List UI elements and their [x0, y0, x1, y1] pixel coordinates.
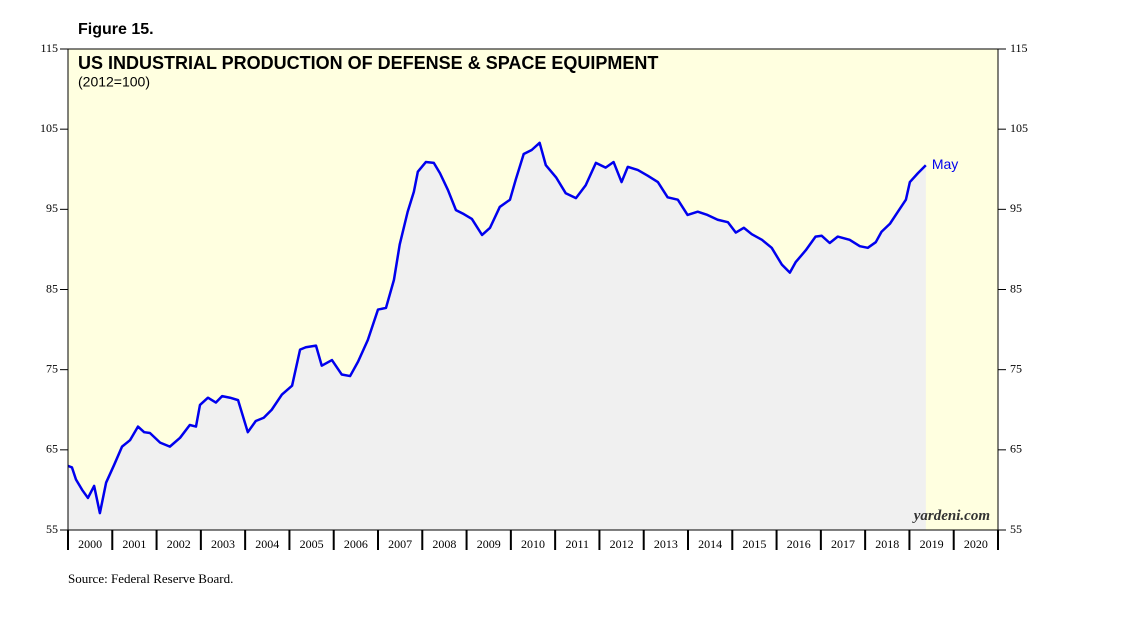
x-tick-label: 2019	[920, 537, 944, 551]
watermark: yardeni.com	[912, 508, 990, 524]
y2-tick-label: 105	[1010, 121, 1028, 135]
y2-tick-label: 95	[1010, 201, 1022, 215]
x-tick-label: 2018	[875, 537, 899, 551]
x-tick-label: 2011	[566, 537, 590, 551]
y-tick-label: 55	[46, 522, 58, 536]
line	[67, 141, 927, 515]
x-tick-label: 2009	[477, 537, 501, 551]
y-tick-label: 95	[46, 201, 58, 215]
x-tick-label: 2000	[78, 537, 102, 551]
x-tick-label: 2002	[167, 537, 191, 551]
y-tick-label: 65	[46, 442, 58, 456]
chart-subtitle: (2012=100)	[78, 74, 150, 90]
y2-tick-label: 55	[1010, 522, 1022, 536]
x-tick-label: 2003	[211, 537, 235, 551]
annotation: May	[932, 156, 958, 172]
x-tick-label: 2015	[742, 537, 766, 551]
x-tick-label: 2020	[964, 537, 988, 551]
x-tick-label: 2007	[388, 537, 412, 551]
x-tick-label: 2010	[521, 537, 545, 551]
y-tick-label: 105	[40, 121, 58, 135]
chart-title: US INDUSTRIAL PRODUCTION OF DEFENSE & SP…	[78, 53, 658, 73]
y-tick-label: 75	[46, 361, 58, 375]
x-tick-label: 2014	[698, 537, 722, 551]
y2-tick-label: 65	[1010, 442, 1022, 456]
x-tick-label: 2017	[831, 537, 855, 551]
y2-tick-label: 85	[1010, 281, 1022, 295]
y2-tick-label: 75	[1010, 361, 1022, 375]
x-tick-label: 2013	[654, 537, 678, 551]
x-tick-label: 2012	[610, 537, 634, 551]
x-tick-label: 2016	[787, 537, 811, 551]
area-fill	[68, 142, 926, 531]
x-tick-label: 2005	[300, 537, 324, 551]
y-tick-label: 115	[40, 41, 58, 55]
y-tick-label: 85	[46, 281, 58, 295]
x-tick-label: 2001	[122, 537, 146, 551]
x-tick-label: 2004	[255, 537, 279, 551]
figure-label: Figure 15.	[78, 21, 154, 38]
x-tick-label: 2006	[344, 537, 368, 551]
x-tick-label: 2008	[432, 537, 456, 551]
source: Source: Federal Reserve Board.	[68, 571, 233, 586]
y2-tick-label: 115	[1010, 41, 1028, 55]
